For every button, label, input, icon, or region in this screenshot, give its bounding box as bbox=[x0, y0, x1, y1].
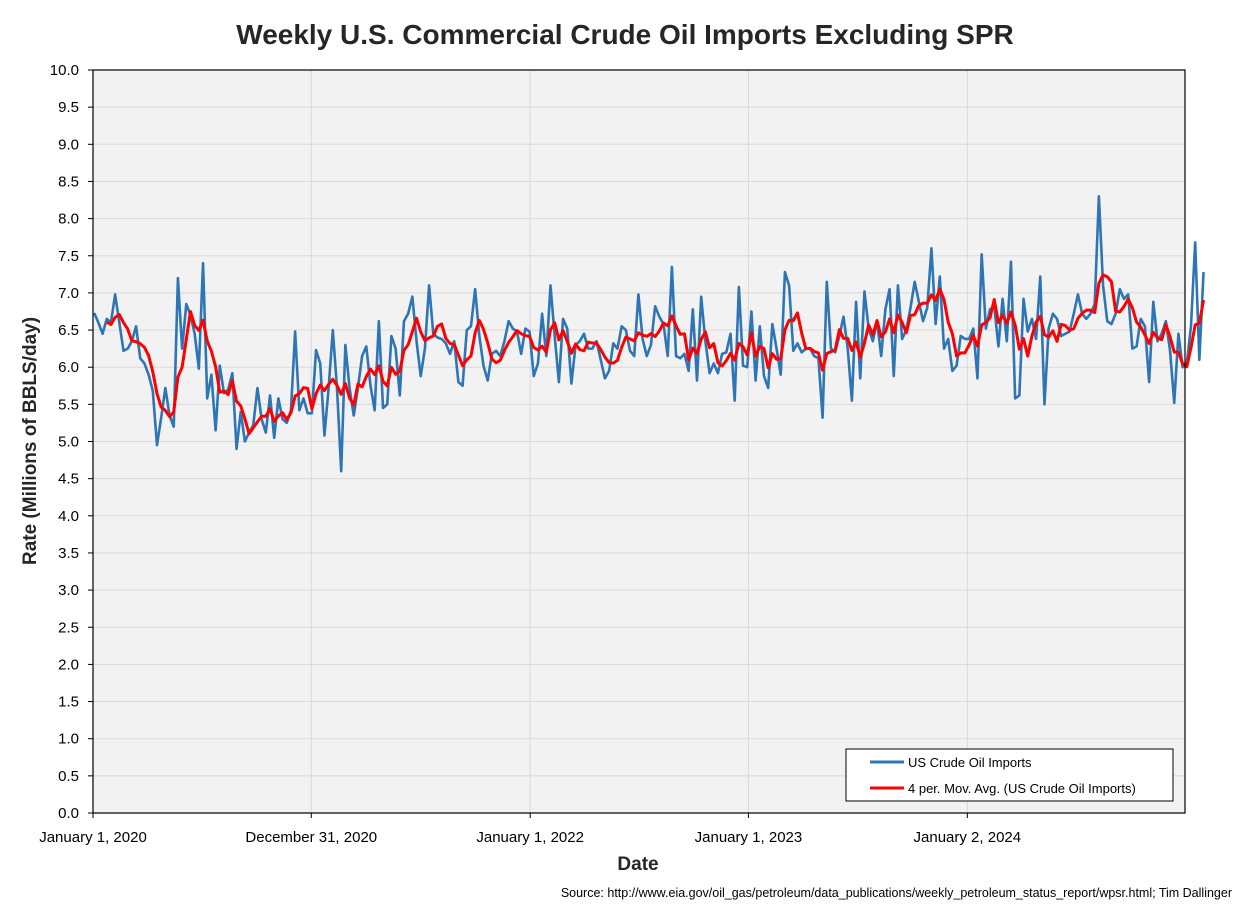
legend: US Crude Oil Imports 4 per. Mov. Avg. (U… bbox=[845, 748, 1174, 802]
y-tick-label: 6.5 bbox=[58, 322, 79, 339]
gridlines bbox=[92, 69, 1185, 814]
series-line-imports bbox=[93, 195, 1205, 473]
y-tick-label: 2.5 bbox=[58, 619, 79, 636]
y-tick-label: 8.0 bbox=[58, 211, 79, 228]
x-tick-label: January 1, 2022 bbox=[476, 829, 584, 846]
y-tick-label: 9.0 bbox=[58, 136, 79, 153]
series-line-moving-avg bbox=[105, 273, 1206, 436]
y-tick-label: 5.5 bbox=[58, 396, 79, 413]
y-tick-label: 5.0 bbox=[58, 434, 79, 451]
y-tick-label: 0.0 bbox=[58, 805, 79, 822]
y-tick-label: 1.0 bbox=[58, 731, 79, 748]
legend-label-moving-avg: 4 per. Mov. Avg. (US Crude Oil Imports) bbox=[908, 781, 1136, 796]
y-tick-label: 1.5 bbox=[58, 694, 79, 711]
y-tick-label: 9.5 bbox=[58, 99, 79, 116]
x-axis-ticks: January 1, 2020 December 31, 2020 January … bbox=[39, 813, 1021, 846]
y-tick-label: 2.0 bbox=[58, 656, 79, 673]
legend-box bbox=[845, 748, 1174, 802]
y-axis-title: Rate (Millions of BBLS/day) bbox=[20, 317, 41, 565]
plot-frame bbox=[92, 69, 1186, 814]
x-axis-title: Date bbox=[617, 854, 658, 875]
y-tick-label: 7.0 bbox=[58, 285, 79, 302]
source-note: Source: http://www.eia.gov/oil_gas/petro… bbox=[561, 886, 1232, 900]
series-group bbox=[93, 195, 1206, 473]
y-tick-label: 4.0 bbox=[58, 508, 79, 525]
y-tick-label: 3.5 bbox=[58, 545, 79, 562]
y-tick-label: 0.5 bbox=[58, 768, 79, 785]
y-tick-label: 10.0 bbox=[50, 62, 79, 79]
y-tick-label: 8.5 bbox=[58, 173, 79, 190]
y-tick-label: 7.5 bbox=[58, 248, 79, 265]
y-axis-ticks: 0.0 0.5 1.0 1.5 2.0 2.5 3.0 3.5 4.0 4.5 5.0 5.5 6.0 6… bbox=[50, 62, 93, 822]
chart-title: Weekly U.S. Commercial Crude Oil Imports… bbox=[236, 19, 1013, 50]
y-tick-label: 4.5 bbox=[58, 471, 79, 488]
x-tick-label: January 1, 2020 bbox=[39, 829, 147, 846]
y-tick-label: 3.0 bbox=[58, 582, 79, 599]
legend-label-imports: US Crude Oil Imports bbox=[908, 755, 1032, 770]
y-tick-label: 6.0 bbox=[58, 359, 79, 376]
x-tick-label: January 2, 2024 bbox=[914, 829, 1022, 846]
x-tick-label: January 1, 2023 bbox=[695, 829, 803, 846]
x-tick-label: December 31, 2020 bbox=[245, 829, 377, 846]
